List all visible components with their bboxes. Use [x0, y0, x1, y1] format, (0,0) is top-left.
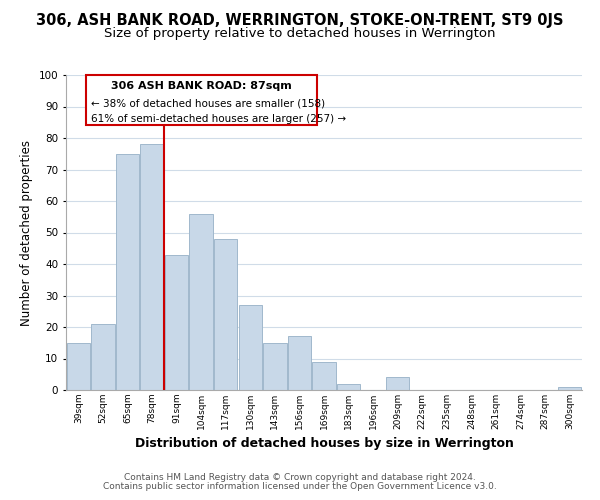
Bar [91, 324, 115, 390]
Bar [214, 239, 238, 390]
Bar [313, 362, 335, 390]
X-axis label: Distribution of detached houses by size in Werrington: Distribution of detached houses by size … [134, 438, 514, 450]
Bar [263, 343, 287, 390]
Text: 306 ASH BANK ROAD: 87sqm: 306 ASH BANK ROAD: 87sqm [111, 82, 292, 92]
Bar [190, 214, 213, 390]
Text: Size of property relative to detached houses in Werrington: Size of property relative to detached ho… [104, 28, 496, 40]
Bar [67, 343, 90, 390]
FancyBboxPatch shape [86, 75, 317, 126]
Bar [116, 154, 139, 390]
Text: Contains public sector information licensed under the Open Government Licence v3: Contains public sector information licen… [103, 482, 497, 491]
Text: 306, ASH BANK ROAD, WERRINGTON, STOKE-ON-TRENT, ST9 0JS: 306, ASH BANK ROAD, WERRINGTON, STOKE-ON… [36, 12, 564, 28]
Bar [239, 305, 262, 390]
Text: 61% of semi-detached houses are larger (257) →: 61% of semi-detached houses are larger (… [91, 114, 346, 124]
Bar [337, 384, 360, 390]
Text: ← 38% of detached houses are smaller (158): ← 38% of detached houses are smaller (15… [91, 98, 325, 108]
Bar [140, 144, 164, 390]
Bar [386, 378, 409, 390]
Y-axis label: Number of detached properties: Number of detached properties [20, 140, 33, 326]
Bar [558, 387, 581, 390]
Bar [288, 336, 311, 390]
Bar [165, 254, 188, 390]
Text: Contains HM Land Registry data © Crown copyright and database right 2024.: Contains HM Land Registry data © Crown c… [124, 474, 476, 482]
